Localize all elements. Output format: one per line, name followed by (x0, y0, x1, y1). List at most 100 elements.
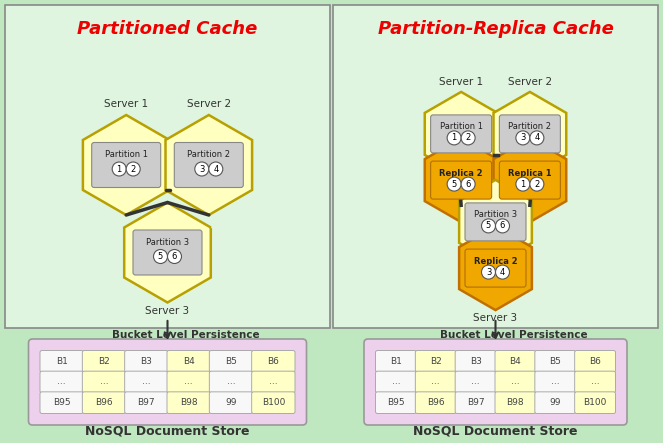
Text: B100: B100 (583, 398, 607, 407)
Circle shape (447, 177, 461, 191)
Circle shape (495, 219, 509, 233)
Text: B98: B98 (180, 398, 198, 407)
FancyBboxPatch shape (575, 371, 615, 393)
Text: Server 1: Server 1 (104, 99, 149, 109)
Text: ...: ... (99, 377, 108, 386)
FancyBboxPatch shape (455, 350, 496, 372)
FancyBboxPatch shape (167, 371, 210, 393)
FancyBboxPatch shape (495, 392, 536, 413)
Circle shape (168, 249, 182, 264)
Text: B100: B100 (262, 398, 285, 407)
FancyBboxPatch shape (333, 5, 658, 328)
Text: B4: B4 (183, 357, 194, 366)
FancyBboxPatch shape (499, 115, 560, 153)
Polygon shape (425, 92, 497, 176)
FancyBboxPatch shape (210, 350, 253, 372)
Text: B95: B95 (53, 398, 70, 407)
Text: ...: ... (551, 377, 560, 386)
Text: 99: 99 (225, 398, 237, 407)
FancyBboxPatch shape (125, 350, 168, 372)
Text: B5: B5 (550, 357, 561, 366)
Text: B2: B2 (98, 357, 110, 366)
Text: 1: 1 (452, 133, 457, 142)
FancyBboxPatch shape (252, 371, 295, 393)
Text: ...: ... (392, 377, 400, 386)
FancyBboxPatch shape (465, 203, 526, 241)
Text: ...: ... (511, 377, 520, 386)
Text: B96: B96 (427, 398, 445, 407)
Circle shape (461, 177, 475, 191)
FancyBboxPatch shape (125, 371, 168, 393)
FancyBboxPatch shape (375, 392, 416, 413)
Text: 1: 1 (117, 164, 122, 174)
Circle shape (516, 131, 530, 145)
Text: ...: ... (269, 377, 278, 386)
Polygon shape (425, 138, 497, 222)
Text: 6: 6 (172, 252, 177, 261)
Polygon shape (124, 202, 211, 303)
Text: B6: B6 (589, 357, 601, 366)
Text: 6: 6 (500, 222, 505, 230)
FancyBboxPatch shape (174, 143, 243, 187)
FancyBboxPatch shape (364, 339, 627, 425)
Text: B1: B1 (56, 357, 68, 366)
FancyBboxPatch shape (415, 392, 456, 413)
Circle shape (112, 162, 126, 176)
FancyBboxPatch shape (465, 249, 526, 287)
FancyBboxPatch shape (575, 350, 615, 372)
FancyBboxPatch shape (40, 392, 84, 413)
Text: ...: ... (227, 377, 235, 386)
Text: Partition 3: Partition 3 (474, 210, 517, 219)
Text: 5: 5 (452, 179, 457, 189)
FancyBboxPatch shape (40, 350, 84, 372)
FancyBboxPatch shape (535, 371, 575, 393)
Text: 4: 4 (213, 164, 218, 174)
Circle shape (195, 162, 209, 176)
Circle shape (530, 177, 544, 191)
Text: B97: B97 (137, 398, 155, 407)
Text: Partition-Replica Cache: Partition-Replica Cache (377, 20, 613, 38)
FancyBboxPatch shape (495, 371, 536, 393)
FancyBboxPatch shape (499, 161, 560, 199)
FancyBboxPatch shape (455, 371, 496, 393)
Text: Partition 1: Partition 1 (105, 150, 148, 159)
Text: B3: B3 (141, 357, 152, 366)
FancyBboxPatch shape (415, 350, 456, 372)
FancyBboxPatch shape (5, 5, 330, 328)
Polygon shape (459, 226, 532, 310)
FancyBboxPatch shape (210, 371, 253, 393)
FancyBboxPatch shape (535, 392, 575, 413)
Text: Partitioned Cache: Partitioned Cache (78, 20, 258, 38)
Polygon shape (83, 115, 170, 215)
FancyBboxPatch shape (167, 350, 210, 372)
FancyBboxPatch shape (29, 339, 306, 425)
Text: 2: 2 (465, 133, 471, 142)
Text: Bucket Level Persistence: Bucket Level Persistence (111, 330, 259, 340)
Text: 2: 2 (534, 179, 540, 189)
Circle shape (447, 131, 461, 145)
Text: 5: 5 (158, 252, 163, 261)
FancyBboxPatch shape (535, 350, 575, 372)
Text: ...: ... (432, 377, 440, 386)
Text: Server 3: Server 3 (473, 313, 518, 323)
Text: Server 2: Server 2 (508, 77, 552, 87)
Text: 6: 6 (465, 179, 471, 189)
Text: 3: 3 (486, 268, 491, 276)
Text: Partition 3: Partition 3 (146, 237, 189, 246)
FancyBboxPatch shape (431, 161, 492, 199)
Text: Partition 2: Partition 2 (188, 150, 230, 159)
Text: Server 3: Server 3 (145, 307, 190, 316)
Text: 4: 4 (500, 268, 505, 276)
Text: Replica 1: Replica 1 (508, 169, 552, 178)
Circle shape (530, 131, 544, 145)
Text: NoSQL Document Store: NoSQL Document Store (86, 425, 250, 438)
Text: ...: ... (142, 377, 151, 386)
FancyBboxPatch shape (375, 350, 416, 372)
Text: Partition 2: Partition 2 (509, 122, 552, 132)
FancyBboxPatch shape (82, 350, 126, 372)
Text: B3: B3 (469, 357, 481, 366)
FancyBboxPatch shape (133, 230, 202, 275)
FancyBboxPatch shape (82, 392, 126, 413)
FancyBboxPatch shape (40, 371, 84, 393)
FancyBboxPatch shape (91, 143, 160, 187)
